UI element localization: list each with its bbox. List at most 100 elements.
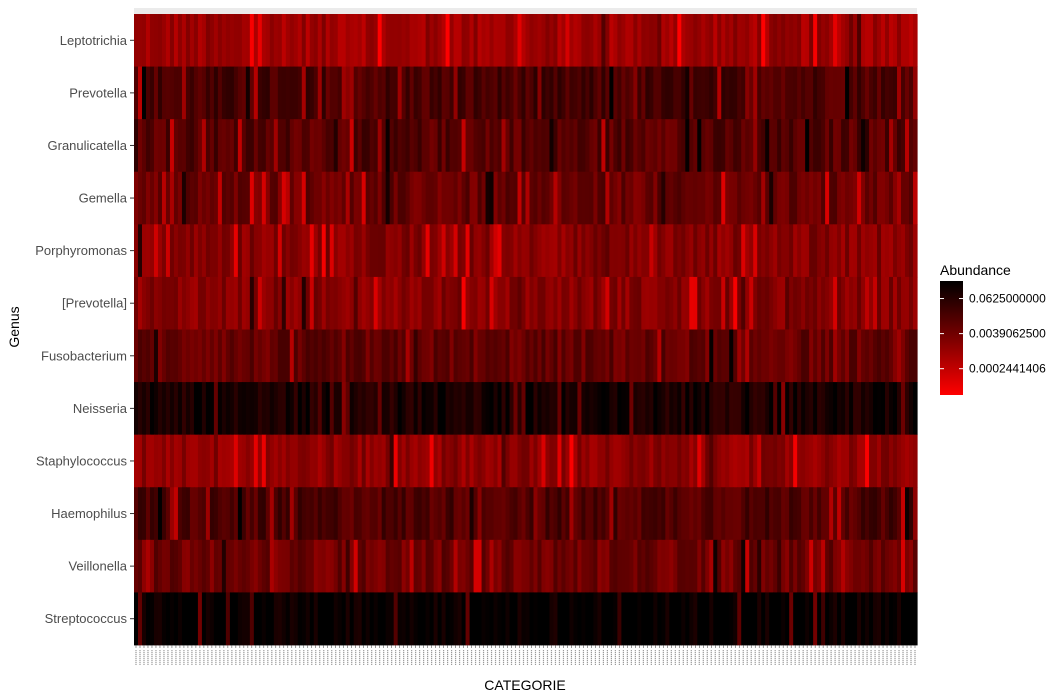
heatmap-cell <box>477 224 483 278</box>
heatmap-cell <box>673 66 678 120</box>
heatmap-cell <box>581 119 587 173</box>
heatmap-cell <box>265 171 271 225</box>
heatmap-cell <box>313 592 319 646</box>
heatmap-cell <box>449 329 455 383</box>
heatmap-cell <box>357 592 363 646</box>
heatmap-cell <box>693 487 698 541</box>
heatmap-cell <box>621 487 626 541</box>
heatmap-cell <box>241 539 247 593</box>
heatmap-cell <box>509 434 515 488</box>
heatmap-cell <box>837 382 842 436</box>
heatmap-cell <box>769 382 774 436</box>
heatmap-cell <box>637 487 642 541</box>
heatmap-cell <box>889 592 894 646</box>
heatmap-cell <box>617 119 622 173</box>
heatmap-cell <box>341 171 347 225</box>
heatmap-cell <box>337 171 343 225</box>
heatmap-cell <box>801 434 806 488</box>
heatmap-cell <box>765 329 770 383</box>
heatmap-cell <box>241 329 247 383</box>
heatmap-cell <box>313 66 319 120</box>
heatmap-cell <box>585 66 591 120</box>
heatmap-cell <box>357 276 363 330</box>
heatmap-cell <box>181 539 187 593</box>
heatmap-cell <box>837 224 842 278</box>
heatmap-cell <box>505 539 511 593</box>
heatmap-cell <box>613 66 618 120</box>
heatmap-cell <box>141 119 147 173</box>
heatmap-cell <box>449 66 455 120</box>
heatmap-cell <box>213 382 219 436</box>
heatmap-cell <box>497 434 503 488</box>
heatmap-cell <box>909 276 914 330</box>
heatmap-cell <box>365 382 371 436</box>
heatmap-cell <box>461 66 467 120</box>
heatmap-cell <box>181 224 187 278</box>
heatmap-cell <box>381 14 387 67</box>
heatmap-cell <box>585 539 591 593</box>
heatmap-cell <box>821 66 826 120</box>
heatmap-cell <box>505 171 511 225</box>
heatmap-cell <box>529 66 535 120</box>
heatmap-cell <box>153 66 159 120</box>
heatmap-cell <box>421 14 427 67</box>
heatmap-cell <box>861 382 866 436</box>
heatmap-cell <box>157 592 163 646</box>
heatmap-cell <box>885 382 890 436</box>
heatmap-cell <box>605 171 610 225</box>
heatmap-cell <box>677 66 682 120</box>
heatmap-cell <box>777 66 782 120</box>
heatmap-cell <box>561 276 567 330</box>
heatmap-cell <box>657 592 662 646</box>
heatmap-cell <box>189 382 195 436</box>
heatmap-cell <box>305 276 311 330</box>
heatmap-cell <box>173 14 179 67</box>
heatmap-cell <box>837 119 842 173</box>
heatmap-cell <box>865 382 870 436</box>
heatmap-cell <box>693 171 698 225</box>
heatmap-cell <box>557 434 563 488</box>
y-tick-label: Gemella <box>79 191 128 206</box>
heatmap-cell <box>469 592 475 646</box>
heatmap-cell <box>293 329 299 383</box>
heatmap-cell <box>261 329 267 383</box>
heatmap-cell <box>149 276 155 330</box>
heatmap-cell <box>245 539 251 593</box>
heatmap-cell <box>501 14 507 67</box>
heatmap-cell <box>753 119 758 173</box>
heatmap-cell <box>317 434 323 488</box>
heatmap-cell <box>605 382 610 436</box>
heatmap-cell <box>153 592 159 646</box>
heatmap-cell <box>337 119 343 173</box>
heatmap-cell <box>721 14 726 67</box>
heatmap-cell <box>333 382 339 436</box>
heatmap-cell <box>845 14 850 67</box>
heatmap-cell <box>861 592 866 646</box>
heatmap-cell <box>885 487 890 541</box>
heatmap-cell <box>405 224 411 278</box>
heatmap-cell <box>521 224 527 278</box>
heatmap-cell <box>245 224 251 278</box>
heatmap-cell <box>517 434 523 488</box>
heatmap-cell <box>485 329 491 383</box>
heatmap-cell <box>489 224 495 278</box>
heatmap-cell <box>289 434 295 488</box>
heatmap-cell <box>525 487 531 541</box>
heatmap-cell <box>281 382 287 436</box>
heatmap-cell <box>721 539 726 593</box>
heatmap-cell <box>901 539 906 593</box>
heatmap-cell <box>557 276 563 330</box>
heatmap-cell <box>405 119 411 173</box>
heatmap-cell <box>225 382 231 436</box>
heatmap-cell <box>261 224 267 278</box>
heatmap-cell <box>729 119 734 173</box>
heatmap-cell <box>549 66 555 120</box>
heatmap-cell <box>297 382 303 436</box>
heatmap-cell <box>737 434 742 488</box>
heatmap-cell <box>377 487 383 541</box>
heatmap-cell <box>833 119 838 173</box>
heatmap-cell <box>789 276 794 330</box>
heatmap-cell <box>773 119 778 173</box>
heatmap-cell <box>165 329 171 383</box>
heatmap-cell <box>413 224 419 278</box>
